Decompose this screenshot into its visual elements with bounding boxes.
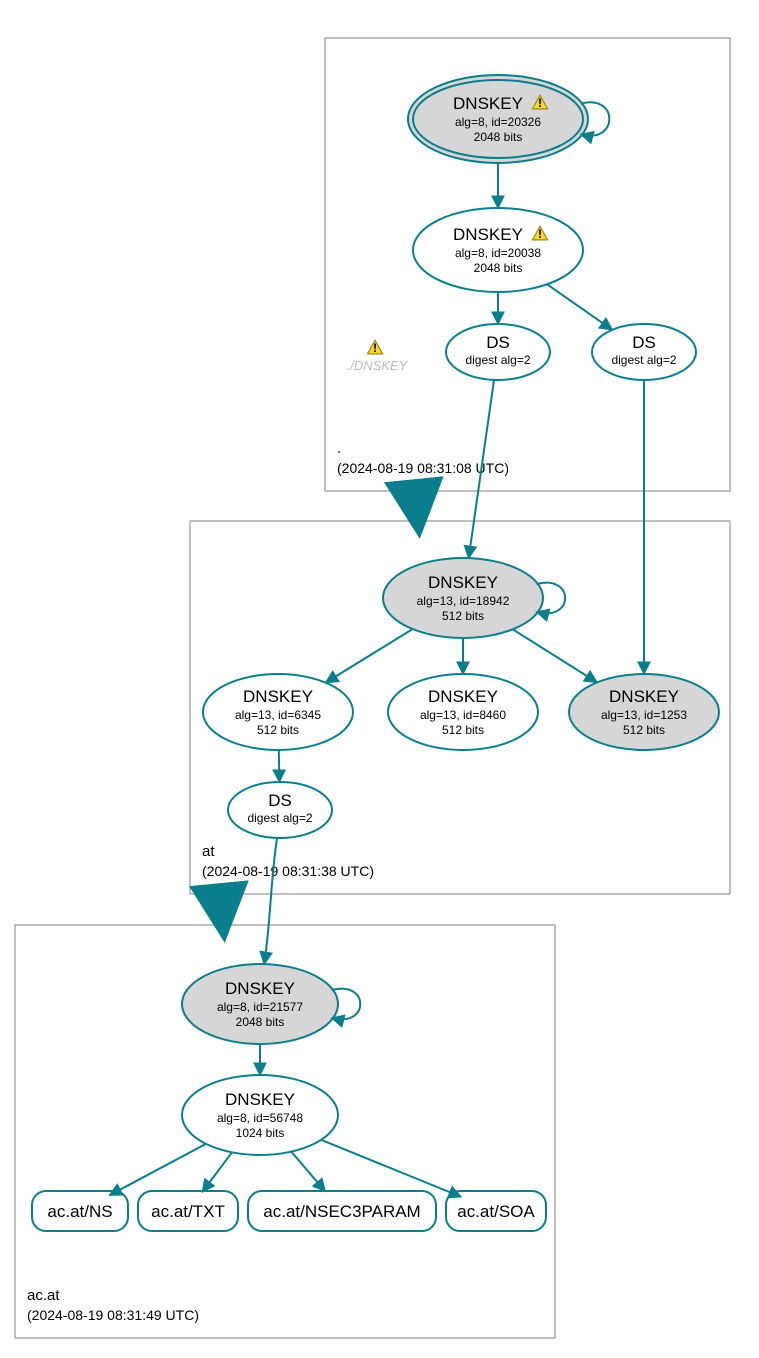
- node-title: DNSKEY: [225, 979, 295, 998]
- node-detail: 2048 bits: [474, 261, 523, 275]
- zone-timestamp: (2024-08-19 08:31:38 UTC): [202, 863, 374, 879]
- svg-text:!: !: [538, 96, 542, 110]
- rr-label: ac.at/SOA: [457, 1202, 535, 1221]
- rr-label: ac.at/NS: [47, 1202, 112, 1221]
- node-title: DNSKEY: [609, 687, 679, 706]
- svg-text:!: !: [538, 227, 542, 241]
- node-detail: alg=8, id=20326: [455, 115, 541, 129]
- node-detail: 2048 bits: [474, 130, 523, 144]
- node-rr_nsec: ac.at/NSEC3PARAM: [248, 1191, 436, 1231]
- node-detail: 512 bits: [623, 723, 665, 737]
- node-detail: 2048 bits: [236, 1015, 285, 1029]
- node-detail: alg=13, id=6345: [235, 708, 321, 722]
- edge: [110, 1144, 206, 1195]
- zone-timestamp: (2024-08-19 08:31:49 UTC): [27, 1307, 199, 1323]
- node-detail: digest alg=2: [247, 811, 312, 825]
- edge: [279, 750, 280, 782]
- node-at_k1: DNSKEY alg=13, id=6345512 bits: [203, 674, 353, 750]
- node-title: DNSKEY: [453, 94, 523, 113]
- node-detail: digest alg=2: [465, 353, 530, 367]
- edge: [202, 1152, 232, 1192]
- edge: [547, 284, 612, 330]
- rr-label: ac.at/NSEC3PARAM: [263, 1202, 420, 1221]
- dnssec-diagram: .(2024-08-19 08:31:08 UTC)at(2024-08-19 …: [0, 0, 759, 1358]
- node-at_ds: DSdigest alg=2: [228, 782, 332, 838]
- rr-label: ac.at/TXT: [151, 1202, 225, 1221]
- node-detail: 512 bits: [257, 723, 299, 737]
- node-title: DNSKEY: [428, 687, 498, 706]
- node-detail: digest alg=2: [611, 353, 676, 367]
- svg-text:!: !: [373, 341, 377, 355]
- node-title: DNSKEY: [225, 1090, 295, 1109]
- node-at_k3: DNSKEY alg=13, id=1253512 bits: [569, 674, 719, 750]
- node-detail: alg=8, id=21577: [217, 1000, 303, 1014]
- node-detail: alg=13, id=18942: [417, 594, 510, 608]
- node-title: DS: [632, 333, 656, 352]
- zone-arrow: [415, 491, 418, 521]
- node-root_ds2: DSdigest alg=2: [592, 324, 696, 380]
- node-detail: 512 bits: [442, 723, 484, 737]
- node-rr_ns: ac.at/NS: [32, 1191, 128, 1231]
- node-title: DNSKEY: [453, 225, 523, 244]
- node-root_zsk: DNSKEY! alg=8, id=200382048 bits: [413, 208, 583, 292]
- node-detail: alg=8, id=20038: [455, 246, 541, 260]
- node-root_warn_side: ! ./DNSKEY: [347, 340, 409, 373]
- node-title: DS: [486, 333, 510, 352]
- node-rr_txt: ac.at/TXT: [138, 1191, 238, 1231]
- edge: [326, 629, 413, 683]
- node-title: DNSKEY: [428, 573, 498, 592]
- node-title: DNSKEY: [243, 687, 313, 706]
- node-detail: alg=8, id=56748: [217, 1111, 303, 1125]
- warn-side-label: ./DNSKEY: [347, 358, 409, 373]
- node-at_ksk: DNSKEY alg=13, id=18942512 bits: [383, 558, 543, 638]
- node-detail: 512 bits: [442, 609, 484, 623]
- node-at_k2: DNSKEY alg=13, id=8460512 bits: [388, 674, 538, 750]
- zone-label: at: [202, 843, 215, 860]
- zone-arrow: [220, 894, 223, 925]
- edge: [291, 1152, 325, 1192]
- node-title: DS: [268, 791, 292, 810]
- zone-label: ac.at: [27, 1287, 60, 1304]
- edge: [513, 629, 597, 682]
- zone-label: .: [337, 440, 341, 457]
- node-root_ksk: DNSKEY! alg=8, id=203262048 bits: [408, 75, 588, 163]
- node-root_ds1: DSdigest alg=2: [446, 324, 550, 380]
- node-detail: 1024 bits: [236, 1126, 285, 1140]
- node-detail: alg=13, id=1253: [601, 708, 687, 722]
- node-rr_soa: ac.at/SOA: [446, 1191, 546, 1231]
- edge: [321, 1140, 461, 1197]
- edge: [264, 838, 277, 964]
- node-detail: alg=13, id=8460: [420, 708, 506, 722]
- node-acat_ksk: DNSKEY alg=8, id=215772048 bits: [182, 964, 338, 1044]
